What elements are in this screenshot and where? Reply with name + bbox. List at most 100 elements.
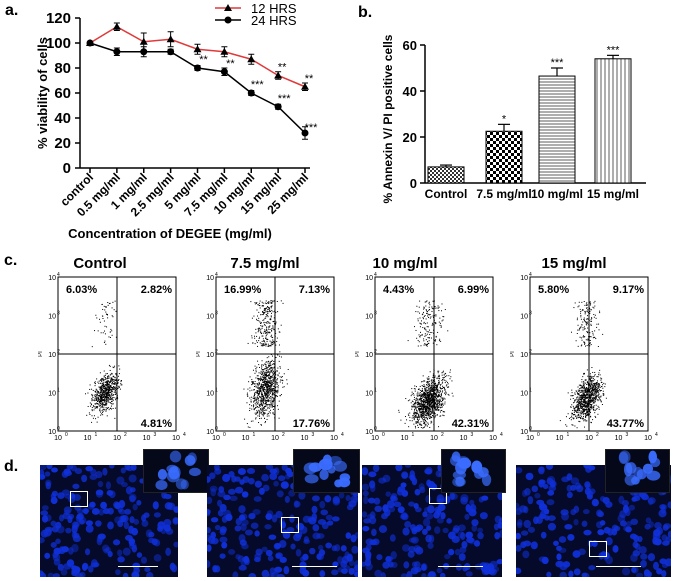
- flow-event: [120, 382, 122, 384]
- flow-event: [428, 395, 430, 397]
- flow-event: [578, 403, 580, 405]
- flow-event: [267, 386, 269, 388]
- flow-event: [270, 343, 272, 345]
- flow-event: [102, 403, 104, 405]
- flow-event: [415, 413, 417, 415]
- flow-event: [583, 319, 585, 321]
- flow-event: [570, 406, 572, 408]
- flow-event: [259, 378, 261, 380]
- flow-event: [264, 381, 266, 383]
- flow-event: [425, 309, 427, 311]
- nucleus: [258, 487, 265, 495]
- nucleus: [261, 473, 269, 482]
- flow-event: [427, 406, 429, 408]
- nucleus: [275, 510, 283, 519]
- flow-event: [257, 315, 259, 317]
- flow-event: [427, 311, 429, 313]
- flow-event: [438, 394, 440, 396]
- flow-event: [591, 331, 593, 333]
- flow-event: [95, 396, 97, 398]
- nucleus: [103, 548, 110, 554]
- flow-event: [415, 407, 417, 409]
- flow-event: [581, 301, 583, 303]
- flow-event: [409, 412, 411, 414]
- y-tick-label: 10: [206, 429, 214, 436]
- flow-event: [268, 394, 270, 396]
- flow-event: [583, 341, 585, 343]
- flow-event: [258, 393, 260, 395]
- nucleus: [65, 527, 72, 534]
- flow-event: [415, 408, 417, 410]
- flow-event: [102, 410, 104, 412]
- flow-event: [598, 406, 600, 408]
- flow-event: [273, 380, 275, 382]
- flow-event: [268, 374, 270, 376]
- flow-event: [261, 384, 263, 386]
- flow-event: [424, 388, 426, 390]
- flow-event: [592, 388, 594, 390]
- flow-event: [429, 403, 431, 405]
- flow-event: [440, 407, 442, 409]
- flow-event: [286, 379, 288, 381]
- flow-event: [267, 398, 269, 400]
- flow-event: [265, 368, 267, 370]
- flow-event: [429, 416, 431, 418]
- nucleus: [89, 501, 96, 508]
- flow-event: [574, 400, 576, 402]
- flow-event: [273, 317, 275, 319]
- nucleus: [436, 498, 445, 504]
- flow-event: [276, 383, 278, 385]
- flow-event: [269, 376, 271, 378]
- flow-event: [577, 401, 579, 403]
- nucleus: [72, 483, 80, 490]
- flow-event: [422, 409, 424, 411]
- data-point: [247, 55, 256, 63]
- flow-event: [103, 404, 105, 406]
- flow-event: [114, 386, 116, 388]
- flow-event: [99, 403, 101, 405]
- flow-event: [251, 405, 253, 407]
- flow-event: [431, 394, 433, 396]
- flow-event: [263, 310, 265, 312]
- flow-event: [100, 395, 102, 397]
- flow-event: [434, 399, 436, 401]
- flow-event: [586, 389, 588, 391]
- flow-event: [587, 387, 589, 389]
- flow-event: [596, 323, 598, 325]
- nucleus: [47, 572, 55, 577]
- nucleus: [124, 465, 131, 471]
- flow-event: [265, 377, 267, 379]
- flow-event: [441, 401, 443, 403]
- flow-event: [272, 406, 274, 408]
- nucleus: [85, 524, 94, 533]
- flow-event: [265, 316, 267, 318]
- flow-event: [416, 406, 418, 408]
- nucleus: [188, 467, 201, 477]
- flow-event: [584, 419, 586, 421]
- flow-event: [100, 397, 102, 399]
- flow-event: [418, 415, 420, 417]
- flow-event: [264, 368, 266, 370]
- nucleus: [253, 496, 262, 502]
- nucleus: [280, 481, 289, 489]
- flow-event: [413, 418, 415, 420]
- flow-event: [269, 328, 271, 330]
- flow-event: [420, 402, 422, 404]
- flow-event: [414, 425, 416, 427]
- flow-event: [434, 375, 436, 377]
- flow-event: [416, 421, 418, 423]
- flow-event: [271, 406, 273, 408]
- flow-event: [592, 397, 594, 399]
- flow-event: [118, 379, 120, 381]
- flow-event: [448, 375, 450, 377]
- flow-event: [431, 410, 433, 412]
- flow-event: [91, 404, 93, 406]
- flow-event: [101, 397, 103, 399]
- flow-event: [590, 384, 592, 386]
- flow-event: [96, 406, 98, 408]
- flow-event: [437, 375, 439, 377]
- flow-event: [261, 360, 263, 362]
- flow-event: [577, 408, 579, 410]
- flow-event: [92, 389, 94, 391]
- flow-event: [593, 401, 595, 403]
